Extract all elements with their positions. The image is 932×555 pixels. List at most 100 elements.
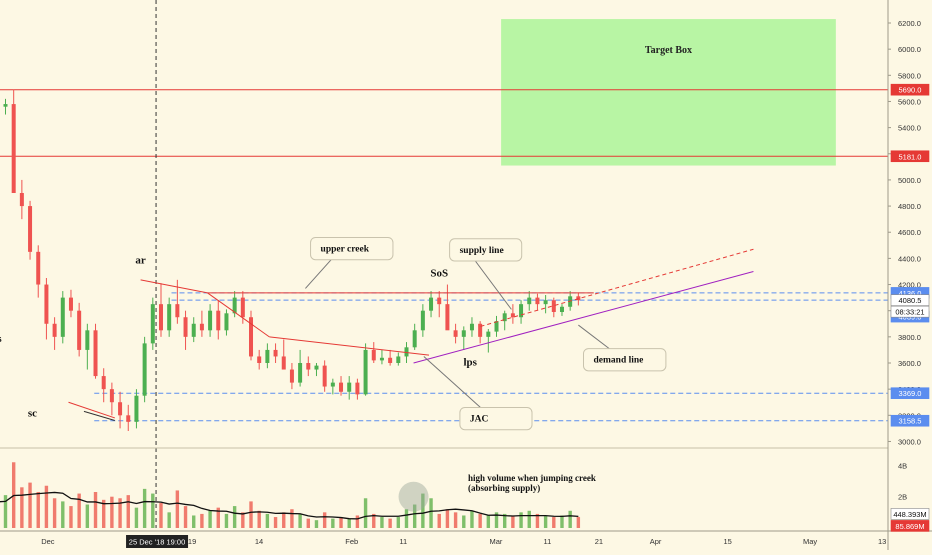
price-tick-label: 6200.0 <box>898 19 921 28</box>
candle-body[interactable] <box>273 349 278 357</box>
candle-body[interactable] <box>142 343 147 396</box>
candle-body[interactable] <box>175 304 180 318</box>
candle-body[interactable] <box>330 382 335 387</box>
candle-body[interactable] <box>429 297 434 311</box>
countdown-badge-text: 08:33:21 <box>895 308 924 317</box>
callout-box[interactable] <box>459 406 533 431</box>
candle-body[interactable] <box>510 313 515 318</box>
candle-body[interactable] <box>339 382 344 392</box>
price-tick-label: 4400.0 <box>898 254 921 263</box>
candle-body[interactable] <box>183 317 188 337</box>
price-badge <box>890 150 930 163</box>
callout-box[interactable] <box>310 236 394 261</box>
volume-badge <box>890 508 930 520</box>
candle-body[interactable] <box>77 310 82 350</box>
candle-body[interactable] <box>257 356 262 363</box>
callout-pointer <box>305 259 332 289</box>
time-tick-label: 19 <box>188 537 196 546</box>
candle-body[interactable] <box>363 349 368 395</box>
candle-body[interactable] <box>527 297 532 305</box>
candle-body[interactable] <box>445 304 450 331</box>
candle-body[interactable] <box>28 206 33 252</box>
candle-body[interactable] <box>126 415 131 422</box>
candle-body[interactable] <box>249 317 254 357</box>
candle-body[interactable] <box>314 365 319 370</box>
candle-body[interactable] <box>396 356 401 363</box>
volume-bar <box>224 513 229 528</box>
volume-bar <box>151 493 155 528</box>
candle-body[interactable] <box>101 376 106 390</box>
candle-body[interactable] <box>19 193 24 207</box>
candle-body[interactable] <box>412 330 417 348</box>
candle-body[interactable] <box>85 330 90 350</box>
volume-bar <box>314 520 319 528</box>
demand-trendline[interactable] <box>413 270 754 364</box>
creek-line[interactable] <box>207 292 270 338</box>
candle-body[interactable] <box>60 297 65 337</box>
candle-body[interactable] <box>3 104 8 107</box>
candle-body[interactable] <box>494 321 499 332</box>
supply-trendline[interactable] <box>480 248 754 327</box>
price-tick-label: 4200.0 <box>898 281 921 290</box>
candle-body[interactable] <box>134 395 139 422</box>
sc-trendline[interactable] <box>83 410 115 422</box>
volume-bar <box>126 495 130 528</box>
volume-bar <box>412 504 417 528</box>
candle-body[interactable] <box>118 402 123 416</box>
callout-box[interactable] <box>583 348 667 372</box>
candle-body[interactable] <box>150 304 155 344</box>
candle-body[interactable] <box>420 310 425 331</box>
candle-body[interactable] <box>232 297 237 314</box>
candle-body[interactable] <box>306 363 311 370</box>
target-box[interactable] <box>501 19 836 166</box>
creek-line[interactable] <box>269 336 430 356</box>
candle-body[interactable] <box>36 251 41 285</box>
sc-trendline[interactable] <box>68 401 116 419</box>
creek-line[interactable] <box>140 279 208 294</box>
candle-body[interactable] <box>461 330 466 337</box>
candle-body[interactable] <box>240 297 245 318</box>
candle-body[interactable] <box>109 389 114 403</box>
candle-body[interactable] <box>224 313 229 331</box>
candle-body[interactable] <box>437 297 442 305</box>
volume-bar <box>290 509 294 528</box>
candle-body[interactable] <box>486 331 491 337</box>
candle-body[interactable] <box>453 330 458 337</box>
candle-body[interactable] <box>535 297 540 305</box>
candle-body[interactable] <box>167 304 172 331</box>
candle-body[interactable] <box>199 323 204 331</box>
candle-body[interactable] <box>469 323 474 331</box>
candle-body[interactable] <box>11 104 16 193</box>
candle-body[interactable] <box>281 356 286 370</box>
candle-body[interactable] <box>322 365 327 387</box>
candle-body[interactable] <box>158 304 163 331</box>
candle-body[interactable] <box>216 310 221 331</box>
candle-body[interactable] <box>68 297 73 311</box>
candle-body[interactable] <box>93 330 98 377</box>
candle-body[interactable] <box>388 357 393 363</box>
candle-body[interactable] <box>44 284 49 324</box>
candle-body[interactable] <box>404 347 409 357</box>
candle-body[interactable] <box>371 349 376 361</box>
candle-body[interactable] <box>298 363 303 383</box>
candle-body[interactable] <box>355 382 360 395</box>
candle-body[interactable] <box>502 313 507 322</box>
candle-body[interactable] <box>191 323 196 337</box>
candle-body[interactable] <box>519 304 524 318</box>
candle-body[interactable] <box>52 323 57 337</box>
candle-body[interactable] <box>208 310 213 331</box>
candle-body[interactable] <box>347 382 352 392</box>
price-tick-label: 3000.0 <box>898 437 921 446</box>
volume-ma-line <box>0 491 579 520</box>
candle-body[interactable] <box>543 300 548 305</box>
candle-body[interactable] <box>379 357 384 361</box>
candle-body[interactable] <box>478 323 483 337</box>
volume-badge-text: 85.869M <box>895 522 924 531</box>
candle-body[interactable] <box>551 300 556 312</box>
callout-box[interactable] <box>449 238 523 262</box>
candle-body[interactable] <box>265 349 270 363</box>
candle-body[interactable] <box>559 306 564 312</box>
candle-body[interactable] <box>289 369 294 383</box>
